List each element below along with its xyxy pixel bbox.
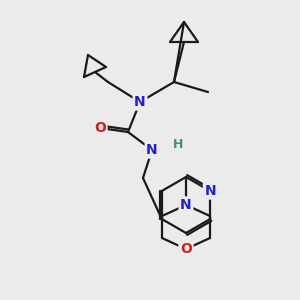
Text: N: N xyxy=(180,198,192,212)
Text: O: O xyxy=(94,121,106,135)
Text: N: N xyxy=(134,95,146,109)
Text: O: O xyxy=(180,242,192,256)
Text: H: H xyxy=(173,139,183,152)
Text: N: N xyxy=(146,143,158,157)
Text: N: N xyxy=(204,184,216,198)
